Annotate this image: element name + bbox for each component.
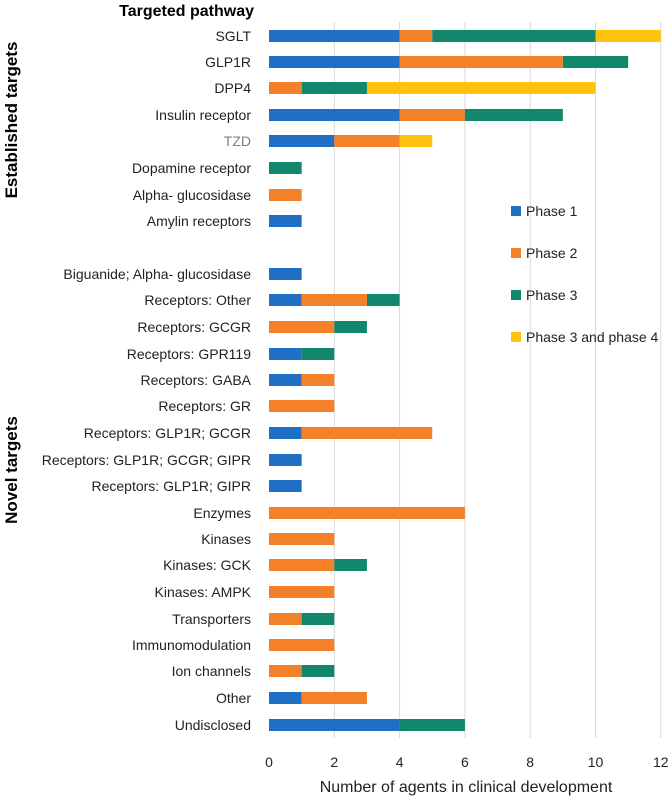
bar-receptors-other-phase-3 xyxy=(366,294,400,306)
legend-label-phase-3-and-phase-4: Phase 3 and phase 4 xyxy=(526,329,659,345)
legend-swatch-phase-3 xyxy=(511,290,521,300)
bar-sglt-phase-1 xyxy=(269,30,400,42)
category-label-amylin-receptors: Amylin receptors xyxy=(147,213,251,229)
category-label-alpha-glucosidase: Alpha- glucosidase xyxy=(133,187,252,203)
category-label-kinases-ampk: Kinases: AMPK xyxy=(155,584,252,600)
bars xyxy=(269,30,661,731)
category-label-receptors-glp1r-gipr: Receptors: GLP1R; GIPR xyxy=(91,478,251,494)
category-label-other: Other xyxy=(216,690,251,706)
x-tick-6: 6 xyxy=(461,754,469,770)
category-label-glp1r: GLP1R xyxy=(205,54,251,70)
bar-sglt-phase-3-and-phase-4 xyxy=(595,30,661,42)
bar-kinases-ampk-phase-2 xyxy=(269,586,335,598)
bar-receptors-other-phase-1 xyxy=(269,294,302,306)
category-labels: SGLT GLP1R DPP4 Insulin receptor TZD Dopamine… xyxy=(42,28,252,733)
legend-swatch-phase-2 xyxy=(511,248,521,258)
category-label-receptors-glp1r-gcgr-gipr: Receptors: GLP1R; GCGR; GIPR xyxy=(42,452,251,468)
bar-alpha-glucosidase-phase-2 xyxy=(269,189,302,201)
bar-receptors-glp1r-gcgr-phase-1 xyxy=(269,427,302,439)
bar-amylin-receptors-phase-1 xyxy=(269,215,302,227)
category-label-receptors-gr: Receptors: GR xyxy=(158,398,251,414)
category-label-receptors-glp1r-gcgr: Receptors: GLP1R; GCGR xyxy=(84,425,251,441)
bar-undisclosed-phase-1 xyxy=(269,719,400,731)
category-label-ion-channels: Ion channels xyxy=(172,663,251,679)
x-tick-labels: 0 2 4 6 8 10 12 xyxy=(265,754,669,770)
x-tick-0: 0 xyxy=(265,754,273,770)
x-axis-title: Number of agents in clinical development xyxy=(320,779,613,796)
bar-receptors-gaba-phase-1 xyxy=(269,374,302,386)
group-label-established: Established targets xyxy=(2,42,21,199)
gridlines xyxy=(333,22,662,738)
bar-insulin-receptor-phase-3 xyxy=(464,109,563,121)
bar-tzd-phase-2 xyxy=(334,135,400,147)
category-label-kinases-gck: Kinases: GCK xyxy=(163,557,252,573)
bar-glp1r-phase-1 xyxy=(269,56,400,68)
bar-tzd-phase-3-and-phase-4 xyxy=(399,135,433,147)
bar-dpp4-phase-3 xyxy=(301,82,367,94)
bar-dpp4-phase-3-and-phase-4 xyxy=(366,82,596,94)
bar-receptors-glp1r-gipr-phase-1 xyxy=(269,480,302,492)
category-label-transporters: Transporters xyxy=(172,611,251,627)
category-label-biguanide-alpha-glucosidase: Biguanide; Alpha- glucosidase xyxy=(63,266,251,282)
bar-biguanide-alpha-glucosidase-phase-1 xyxy=(269,268,302,280)
category-label-receptors-gaba: Receptors: GABA xyxy=(141,372,252,388)
bar-insulin-receptor-phase-2 xyxy=(399,109,465,121)
bar-dpp4-phase-2 xyxy=(269,82,302,94)
bar-insulin-receptor-phase-1 xyxy=(269,109,400,121)
x-tick-2: 2 xyxy=(330,754,338,770)
bar-receptors-gcgr-phase-3 xyxy=(334,321,367,333)
category-label-tzd: TZD xyxy=(224,133,251,149)
bar-ion-channels-phase-3 xyxy=(301,665,335,677)
category-label-kinases: Kinases xyxy=(201,531,251,547)
x-tick-8: 8 xyxy=(526,754,534,770)
category-label-receptors-gpr119: Receptors: GPR119 xyxy=(127,346,251,362)
bar-tzd-phase-1 xyxy=(269,135,335,147)
bar-sglt-phase-3 xyxy=(432,30,596,42)
x-tick-4: 4 xyxy=(396,754,404,770)
bar-kinases-phase-2 xyxy=(269,533,335,545)
category-label-dopamine-receptor: Dopamine receptor xyxy=(132,160,251,176)
bar-transporters-phase-3 xyxy=(301,613,335,625)
category-label-receptors-other: Receptors: Other xyxy=(144,292,251,308)
category-label-immunomodulation: Immunomodulation xyxy=(132,637,251,653)
legend-label-phase-2: Phase 2 xyxy=(526,245,578,261)
bar-other-phase-1 xyxy=(269,692,302,704)
legend-label-phase-3: Phase 3 xyxy=(526,287,578,303)
bar-kinases-gck-phase-3 xyxy=(334,559,367,571)
bar-transporters-phase-2 xyxy=(269,613,302,625)
bar-immunomodulation-phase-2 xyxy=(269,639,335,651)
bar-receptors-gpr119-phase-1 xyxy=(269,348,302,360)
bar-receptors-gaba-phase-2 xyxy=(301,374,335,386)
legend-swatch-phase-1 xyxy=(511,206,521,216)
bar-receptors-gr-phase-2 xyxy=(269,400,335,412)
legend-swatch-phase-3-and-phase-4 xyxy=(511,332,521,342)
category-label-dpp4: DPP4 xyxy=(214,80,251,96)
bar-kinases-gck-phase-2 xyxy=(269,559,335,571)
bar-receptors-glp1r-gcgr-gipr-phase-1 xyxy=(269,454,302,466)
category-label-receptors-gcgr: Receptors: GCGR xyxy=(137,319,251,335)
bar-sglt-phase-2 xyxy=(399,30,433,42)
legend: Phase 1 Phase 2 Phase 3 Phase 3 and phase 4 xyxy=(511,203,659,345)
x-tick-10: 10 xyxy=(588,754,604,770)
bar-ion-channels-phase-2 xyxy=(269,665,302,677)
category-label-enzymes: Enzymes xyxy=(193,505,251,521)
bar-dopamine-receptor-phase-3 xyxy=(269,162,302,174)
bar-receptors-other-phase-2 xyxy=(301,294,367,306)
bar-enzymes-phase-2 xyxy=(269,507,465,519)
category-label-undisclosed: Undisclosed xyxy=(175,717,251,733)
bar-glp1r-phase-3 xyxy=(562,56,629,68)
bar-receptors-gpr119-phase-3 xyxy=(301,348,335,360)
legend-label-phase-1: Phase 1 xyxy=(526,203,578,219)
bar-undisclosed-phase-3 xyxy=(399,719,465,731)
bar-receptors-glp1r-gcgr-phase-2 xyxy=(301,427,433,439)
category-label-insulin-receptor: Insulin receptor xyxy=(155,107,251,123)
pathway-title: Targeted pathway xyxy=(119,3,254,20)
bar-glp1r-phase-2 xyxy=(399,56,563,68)
x-tick-12: 12 xyxy=(653,754,669,770)
category-label-sglt: SGLT xyxy=(215,28,251,44)
bar-receptors-gcgr-phase-2 xyxy=(269,321,335,333)
group-label-novel: Novel targets xyxy=(2,416,21,524)
bar-other-phase-2 xyxy=(301,692,367,704)
